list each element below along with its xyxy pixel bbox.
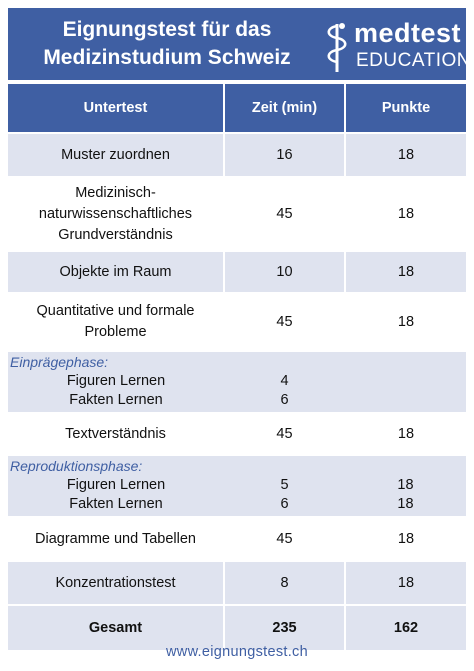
medtest-logo: medtest EDUCATION [320,18,470,74]
row-time: 45 [223,517,345,562]
row-name: Objekte im Raum [8,251,224,294]
row-points: 18 [344,517,466,562]
item-points: 18 [397,477,414,493]
item-time: 6 [280,496,289,512]
table-row: Muster zuordnen 16 18 [8,133,466,178]
row-name-line: Grundverständnis [58,226,173,243]
row-name: Konzentrationstest [8,561,224,606]
total-time: 235 [223,605,345,652]
row-time: 45 [223,177,345,252]
footer-url[interactable]: www.eignungstest.ch [166,644,308,660]
total-row: Gesamt 235 162 [8,605,466,652]
phase-label: Reproduktionsphase: [10,458,143,474]
logo-wordmark: medtest [354,18,462,48]
table-row: Konzentrationstest 8 18 [8,561,466,606]
row-points: 18 [344,293,466,352]
column-header-untertest: Untertest [8,84,224,134]
row-points: 18 [344,561,466,606]
row-name-line: Medizinisch- [75,184,156,201]
row-points: 18 [344,413,466,456]
row-name: Medizinisch- naturwissenschaftliches Gru… [8,177,224,252]
row-time: 45 [223,413,345,456]
table-row: Objekte im Raum 10 18 [8,251,466,294]
list-item: Fakten Lernen 6 [8,391,466,410]
list-item: Figuren Lernen 5 18 [8,476,466,495]
item-time: 4 [280,373,289,389]
phase-items: Figuren Lernen 4 Fakten Lernen 6 [8,372,466,410]
item-time: 6 [280,392,289,408]
column-header-punkte: Punkte [344,84,466,134]
table-row: Quantitative und formale Probleme 45 18 [8,293,466,352]
column-header-zeit: Zeit (min) [223,84,345,134]
row-name: Textverständnis [8,413,224,456]
title-line-1: Eignungstest für das [62,18,272,41]
phase-label: Einprägephase: [10,354,109,370]
phase-items: Figuren Lernen 5 18 Fakten Lernen 6 18 [8,476,466,514]
title-line-2: Medizinstudium Schweiz [43,46,291,69]
row-time: 16 [223,133,345,178]
table-row: Diagramme und Tabellen 45 18 [8,517,466,562]
row-points: 18 [344,251,466,294]
total-points: 162 [344,605,466,652]
table-row: Medizinisch- naturwissenschaftliches Gru… [8,177,466,252]
item-name: Fakten Lernen [69,392,163,408]
row-time: 10 [223,251,345,294]
list-item: Figuren Lernen 4 [8,372,466,391]
list-item: Fakten Lernen 6 18 [8,495,466,514]
total-label: Gesamt [8,605,224,652]
row-points: 18 [344,133,466,178]
table-row: Textverständnis 45 18 [8,413,466,456]
row-name-line: Probleme [84,324,147,340]
page-title: Eignungstest für das Medizinstudium Schw… [22,16,312,72]
header-banner: Eignungstest für das Medizinstudium Schw… [8,8,470,80]
row-time: 45 [223,293,345,352]
phase-row-reproduktionsphase: Reproduktionsphase: Figuren Lernen 5 18 … [8,455,466,518]
row-points: 18 [344,177,466,252]
item-points [345,391,466,410]
item-time: 5 [280,477,289,493]
item-name: Figuren Lernen [66,373,166,389]
logo-subtitle: EDUCATION [356,50,471,71]
row-name: Muster zuordnen [8,133,224,178]
item-points: 18 [397,496,414,512]
test-overview-table: Untertest Zeit (min) Punkte Muster zuord… [8,84,466,652]
item-points [345,372,466,391]
row-time: 8 [223,561,345,606]
row-name-line: naturwissenschaftliches [38,205,193,222]
row-name: Diagramme und Tabellen [8,517,224,562]
rod-of-asclepius-icon [327,23,347,72]
item-name: Figuren Lernen [66,477,166,493]
row-name-line: Quantitative und formale [36,303,195,319]
row-name: Quantitative und formale Probleme [8,293,224,352]
item-name: Fakten Lernen [69,496,163,512]
phase-row-einpraegephase: Einprägephase: Figuren Lernen 4 Fakten L… [8,351,466,414]
